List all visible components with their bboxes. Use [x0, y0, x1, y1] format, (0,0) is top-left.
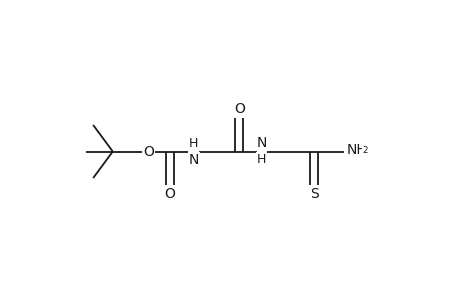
- Text: O: O: [143, 145, 153, 158]
- Text: S: S: [309, 187, 318, 201]
- Text: H: H: [189, 137, 198, 150]
- Text: NH: NH: [346, 143, 367, 157]
- Text: $_2$: $_2$: [362, 143, 368, 156]
- Text: N: N: [256, 136, 266, 150]
- Text: O: O: [164, 187, 175, 201]
- Text: O: O: [233, 102, 244, 116]
- Text: H: H: [256, 153, 265, 166]
- Text: N: N: [188, 153, 198, 167]
